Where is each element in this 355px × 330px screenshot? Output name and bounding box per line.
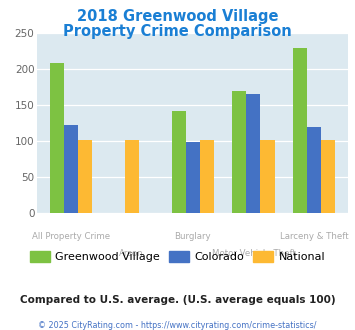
Bar xyxy=(307,126,321,213)
Bar xyxy=(200,140,214,213)
Text: Motor Vehicle Theft: Motor Vehicle Theft xyxy=(212,249,295,258)
Legend: Greenwood Village, Colorado, National: Greenwood Village, Colorado, National xyxy=(25,247,330,267)
Bar xyxy=(78,140,92,213)
Text: Larceny & Theft: Larceny & Theft xyxy=(280,232,349,241)
Bar xyxy=(246,94,261,213)
Bar xyxy=(50,63,64,213)
Bar xyxy=(171,111,186,213)
Text: Burglary: Burglary xyxy=(174,232,211,241)
Text: Property Crime Comparison: Property Crime Comparison xyxy=(63,24,292,39)
Bar xyxy=(64,125,78,213)
Bar xyxy=(321,140,335,213)
Bar xyxy=(125,140,139,213)
Bar xyxy=(186,142,200,213)
Text: Arson: Arson xyxy=(119,249,144,258)
Bar xyxy=(139,140,153,213)
Bar xyxy=(293,48,307,213)
Text: Compared to U.S. average. (U.S. average equals 100): Compared to U.S. average. (U.S. average … xyxy=(20,295,335,305)
Bar xyxy=(233,90,246,213)
Text: 2018 Greenwood Village: 2018 Greenwood Village xyxy=(77,9,278,24)
Text: All Property Crime: All Property Crime xyxy=(32,232,110,241)
Bar xyxy=(261,140,274,213)
Text: © 2025 CityRating.com - https://www.cityrating.com/crime-statistics/: © 2025 CityRating.com - https://www.city… xyxy=(38,321,317,330)
